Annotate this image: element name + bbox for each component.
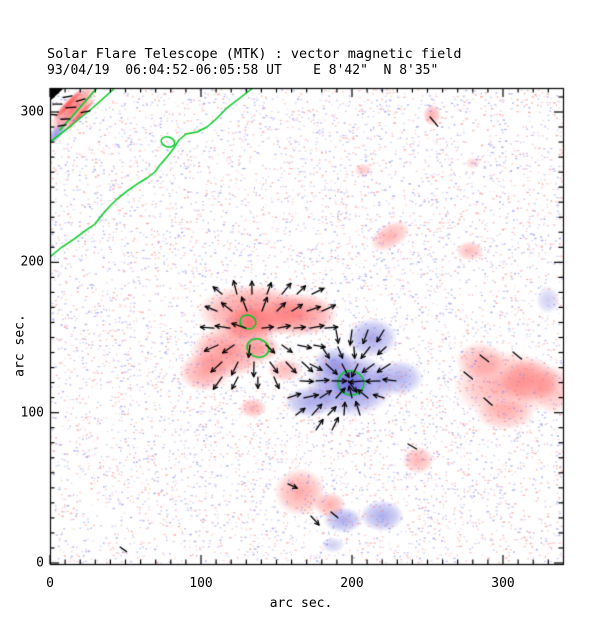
x-tick-label: 200 — [340, 576, 364, 591]
y-tick-label: 200 — [20, 254, 44, 270]
y-tick-label: 0 — [36, 555, 44, 571]
plot-title: Solar Flare Telescope (MTK) : vector mag… — [47, 46, 462, 62]
y-axis-label: arc sec. — [12, 314, 28, 377]
x-axis-label: arc sec. — [269, 596, 333, 611]
y-tick-label: 100 — [20, 405, 44, 421]
x-tick-label: 0 — [46, 576, 54, 591]
y-tick-label: 300 — [20, 104, 44, 120]
x-tick-label: 100 — [189, 576, 213, 591]
x-tick-label: 300 — [491, 576, 515, 591]
plot-subtitle: 93/04/19 06:04:52-06:05:58 UT E 8'42" N … — [47, 63, 439, 78]
